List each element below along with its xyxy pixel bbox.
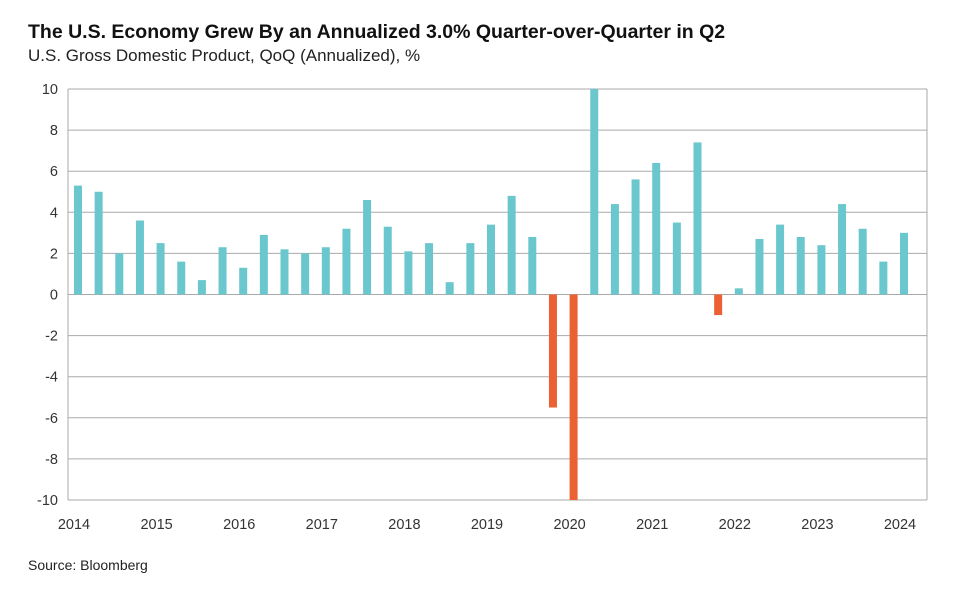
y-tick-label: -6 xyxy=(45,411,58,427)
bar-2019Q2 xyxy=(487,224,495,295)
bar-2018Q1 xyxy=(383,226,392,295)
y-tick-label: 0 xyxy=(50,288,58,304)
x-tick-label: 2016 xyxy=(223,517,255,533)
x-tick-label: 2018 xyxy=(388,517,420,533)
bar-2023Q2 xyxy=(817,245,826,295)
bar-2018Q3 xyxy=(425,243,434,295)
bar-2021Q4 xyxy=(693,142,702,295)
bar-2021Q3 xyxy=(672,222,681,295)
bar-2014Q3 xyxy=(94,191,103,295)
bar-2023Q4 xyxy=(858,228,867,295)
bar-2014Q4 xyxy=(115,253,124,295)
y-tick-label: 6 xyxy=(50,164,58,180)
bar-2016Q4 xyxy=(280,249,289,295)
bar-2018Q4 xyxy=(445,282,454,295)
bar-2024Q1 xyxy=(879,261,888,295)
bar-2020Q3 xyxy=(590,89,599,295)
bar-2017Q4 xyxy=(363,199,372,295)
chart-subtitle: U.S. Gross Domestic Product, QoQ (Annual… xyxy=(28,46,421,65)
source-note: Source: Bloomberg xyxy=(28,557,148,573)
bar-2016Q2 xyxy=(239,267,248,295)
y-tick-label: -4 xyxy=(45,370,58,386)
bar-2015Q2 xyxy=(156,243,165,295)
bar-2022Q4 xyxy=(776,224,785,295)
bar-2020Q1 xyxy=(548,294,557,408)
x-tick-label: 2017 xyxy=(306,517,338,533)
bar-2020Q2 xyxy=(569,294,578,500)
bar-2015Q1 xyxy=(135,220,144,295)
bar-2016Q1 xyxy=(218,247,227,295)
bar-2022Q2 xyxy=(734,288,743,295)
x-tick-label: 2014 xyxy=(58,517,90,533)
bar-2019Q1 xyxy=(466,243,475,295)
x-tick-label: 2021 xyxy=(636,517,668,533)
chart-title: The U.S. Economy Grew By an Annualized 3… xyxy=(28,21,726,43)
bar-2017Q2 xyxy=(321,247,330,295)
bar-2021Q1 xyxy=(631,179,640,295)
bar-2017Q3 xyxy=(342,228,351,295)
x-tick-label: 2019 xyxy=(471,517,503,533)
bar-2021Q2 xyxy=(652,162,661,295)
bar-2024Q2 xyxy=(900,232,908,295)
x-tick-label: 2023 xyxy=(801,517,833,533)
x-tick-label: 2024 xyxy=(884,517,916,533)
y-tick-label: -8 xyxy=(45,452,58,468)
y-tick-label: -10 xyxy=(37,493,58,509)
y-tick-label: 10 xyxy=(42,82,58,98)
bar-2018Q2 xyxy=(404,251,413,295)
y-tick-label: -2 xyxy=(45,329,58,345)
y-tick-label: 2 xyxy=(50,246,58,262)
bar-2022Q1 xyxy=(714,294,723,316)
bar-2014Q2 xyxy=(74,185,82,295)
bar-2019Q4 xyxy=(528,236,537,295)
bar-2016Q3 xyxy=(259,234,268,295)
bar-2020Q4 xyxy=(610,204,619,295)
x-tick-label: 2020 xyxy=(553,517,585,533)
bar-2019Q3 xyxy=(507,195,516,295)
x-tick-label: 2022 xyxy=(719,517,751,533)
y-tick-label: 4 xyxy=(50,205,58,221)
bar-2015Q4 xyxy=(197,280,206,295)
bar-2017Q1 xyxy=(301,253,310,295)
bar-2023Q3 xyxy=(838,204,847,295)
bar-2023Q1 xyxy=(796,236,805,295)
x-tick-label: 2015 xyxy=(140,517,172,533)
bar-2015Q3 xyxy=(177,261,186,295)
y-tick-label: 8 xyxy=(50,123,58,139)
bar-2022Q3 xyxy=(755,239,764,295)
